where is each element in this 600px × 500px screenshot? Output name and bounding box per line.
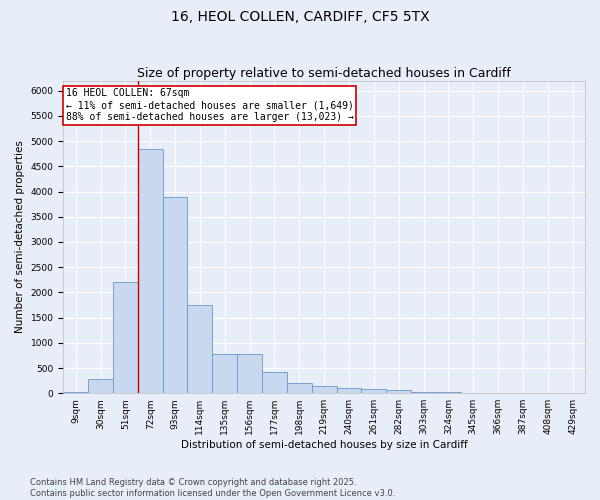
Text: 16 HEOL COLLEN: 67sqm
← 11% of semi-detached houses are smaller (1,649)
88% of s: 16 HEOL COLLEN: 67sqm ← 11% of semi-deta… [65,88,353,122]
X-axis label: Distribution of semi-detached houses by size in Cardiff: Distribution of semi-detached houses by … [181,440,467,450]
Bar [312,386,337,393]
Y-axis label: Number of semi-detached properties: Number of semi-detached properties [15,140,25,334]
Bar [187,305,212,393]
Bar [88,378,113,393]
Bar [287,383,312,393]
Bar [63,392,88,393]
Text: Contains HM Land Registry data © Crown copyright and database right 2025.
Contai: Contains HM Land Registry data © Crown c… [30,478,395,498]
Bar [436,392,461,393]
Bar [163,196,187,393]
Bar [262,372,287,393]
Bar [337,388,361,393]
Bar [113,282,138,393]
Bar [411,392,436,393]
Bar [461,392,485,393]
Bar [212,354,237,393]
Bar [237,354,262,393]
Bar [138,148,163,393]
Bar [361,389,386,393]
Text: 16, HEOL COLLEN, CARDIFF, CF5 5TX: 16, HEOL COLLEN, CARDIFF, CF5 5TX [170,10,430,24]
Title: Size of property relative to semi-detached houses in Cardiff: Size of property relative to semi-detach… [137,66,511,80]
Bar [386,390,411,393]
